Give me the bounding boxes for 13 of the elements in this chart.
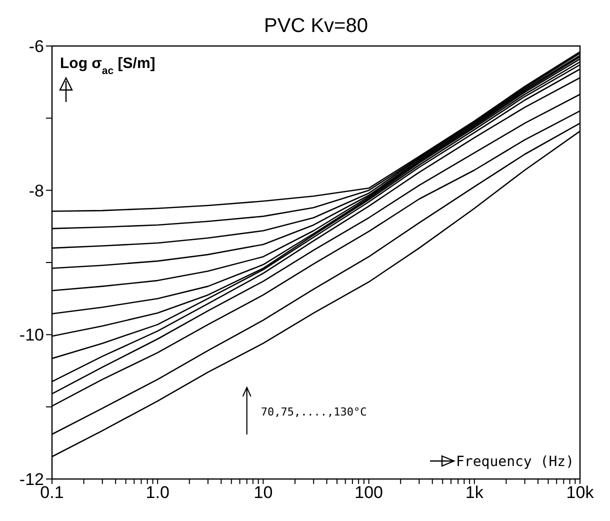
x-tick-label: 0.1 (40, 483, 64, 502)
y-tick-label: -6 (28, 37, 44, 56)
x-tick-label: 10 (254, 483, 273, 502)
x-axis-title: Frequency (Hz) (456, 454, 574, 470)
y-tick-label: -10 (19, 326, 44, 345)
chart-title: PVC Kv=80 (264, 15, 368, 37)
y-axis-title: Log σ$_{ac}$ [S/m] (60, 55, 156, 77)
x-tick-label: 1.0 (146, 483, 170, 502)
x-tick-label: 1k (465, 483, 484, 502)
x-tick-label: 100 (354, 483, 383, 502)
x-tick-label: 10k (566, 483, 594, 502)
y-tick-label: -8 (28, 181, 44, 200)
annotation: 70,75,....,130°C (260, 405, 367, 418)
